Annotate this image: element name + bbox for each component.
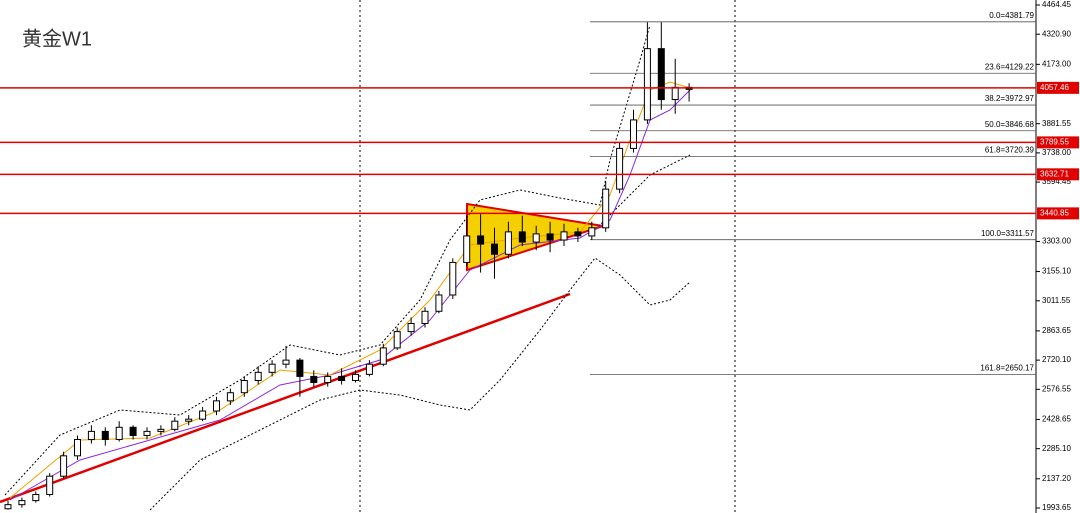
candle-body	[310, 375, 318, 384]
candle-body	[435, 294, 443, 312]
candle-body	[129, 426, 137, 436]
y-tick-label: 2428.65	[1042, 415, 1071, 424]
candle-body	[546, 233, 554, 241]
fibonacci-label: 161.8=2650.17	[980, 363, 1034, 372]
candle-body	[254, 371, 262, 381]
candle-body	[199, 410, 207, 420]
candle-body	[143, 430, 151, 436]
y-tick-label: 2720.10	[1042, 355, 1071, 364]
fibonacci-label: 100.0=3311.57	[981, 229, 1035, 238]
level-tag	[1037, 207, 1079, 220]
candle-body	[268, 363, 276, 373]
candle-body	[491, 243, 498, 255]
candle-body	[4, 504, 12, 510]
candle-body	[74, 439, 81, 457]
y-tick-label: 4320.90	[1042, 29, 1071, 38]
y-tick-label: 4464.45	[1042, 0, 1071, 9]
level-label: 3440.85	[1040, 208, 1069, 217]
candle-body	[240, 379, 248, 394]
candle-body	[393, 331, 401, 349]
y-tick-label: 2576.55	[1042, 384, 1071, 393]
candle-body	[213, 400, 220, 412]
candle-body	[101, 430, 109, 441]
fibonacci-label: 50.0=3846.68	[985, 120, 1035, 129]
chart-title: 黄金W1	[22, 27, 92, 50]
candle-body	[60, 455, 68, 477]
candle-body	[352, 373, 359, 381]
level-label: 4057.46	[1040, 83, 1069, 92]
y-tick-label: 2285.10	[1042, 444, 1071, 453]
candle-body	[602, 188, 610, 229]
y-tick-label: 4173.00	[1042, 59, 1071, 68]
fibonacci-label: 38.2=3972.97	[985, 94, 1035, 103]
candle-body	[296, 359, 304, 377]
candle-body	[630, 119, 637, 149]
candle-body	[421, 310, 429, 324]
candle-body	[616, 147, 624, 190]
candle-body	[574, 231, 582, 237]
candle-body	[365, 363, 373, 375]
level-tag	[1037, 136, 1079, 149]
candle-body	[463, 235, 471, 263]
y-tick-label: 3594.45	[1042, 177, 1071, 186]
candle-body	[87, 430, 95, 441]
y-tick-label: 3011.55	[1042, 296, 1071, 305]
candle-body	[171, 420, 179, 430]
candle-body	[379, 347, 387, 365]
candle-body	[407, 322, 415, 333]
candle-body	[32, 493, 40, 502]
candle-body	[657, 48, 665, 101]
candle-body	[338, 375, 346, 381]
candle-body	[504, 231, 512, 255]
level-label: 3632.71	[1040, 169, 1069, 178]
y-tick-label: 3155.10	[1042, 267, 1071, 276]
candle-body	[671, 86, 679, 101]
candle-body	[588, 227, 596, 237]
candle-body	[185, 418, 193, 422]
candle-body	[324, 375, 332, 384]
y-tick-label: 1993.65	[1042, 503, 1071, 512]
trend-line	[0, 292, 571, 504]
candle-body	[226, 392, 234, 402]
y-tick-label: 3303.00	[1042, 237, 1071, 246]
candle-body	[643, 48, 651, 121]
candle-body	[157, 428, 165, 432]
candle-body	[46, 475, 54, 495]
candle-body	[115, 426, 123, 441]
candle-body	[18, 500, 26, 506]
y-tick-label: 3881.55	[1042, 119, 1071, 128]
candle-body	[449, 261, 457, 296]
candle-body	[518, 231, 526, 243]
fibonacci-label: 0.0=4381.79	[989, 11, 1034, 20]
y-tick-label: 3738.00	[1042, 148, 1071, 157]
fibonacci-label: 61.8=3720.39	[985, 146, 1035, 155]
level-tag	[1037, 81, 1079, 94]
candle-body	[532, 233, 540, 243]
candle-body	[477, 235, 485, 245]
fibonacci-label: 23.6=4129.22	[985, 62, 1035, 71]
level-label: 3789.55	[1040, 138, 1069, 147]
level-tag	[1037, 168, 1079, 181]
candle-body	[560, 231, 568, 241]
y-tick-label: 2863.65	[1042, 326, 1071, 335]
y-tick-label: 2137.20	[1042, 474, 1071, 483]
candle-body	[282, 359, 290, 365]
